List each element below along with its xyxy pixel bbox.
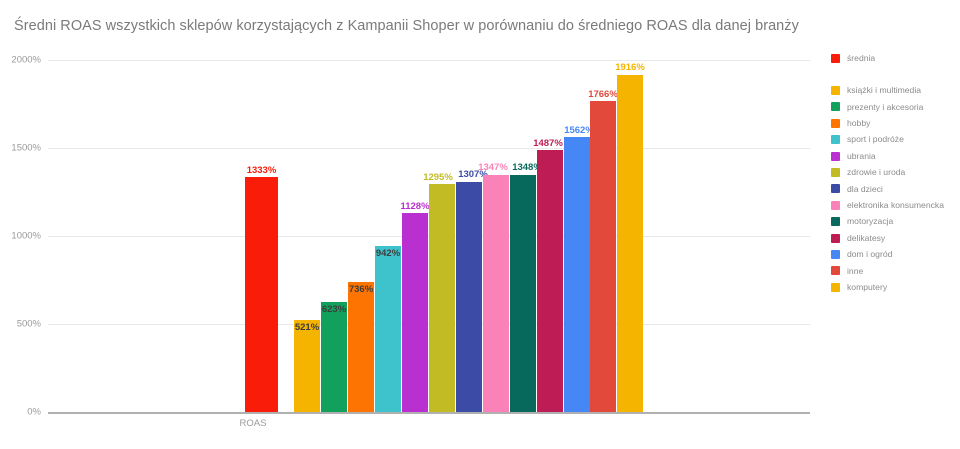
legend-item[interactable]: średnia	[831, 50, 956, 66]
legend-item-label: motoryzacja	[847, 216, 894, 227]
bar-value-label: 1347%	[478, 162, 508, 174]
bar-value-label: 1487%	[533, 137, 563, 149]
y-tick-label: 1000%	[11, 230, 41, 242]
legend-item-label: sport i podróże	[847, 134, 904, 145]
legend-item[interactable]: dla dzieci	[831, 181, 956, 197]
bar-dla-dzieci[interactable]: 1307%	[456, 170, 488, 412]
legend-item[interactable]: hobby	[831, 115, 956, 131]
bar-prezenty-i-akcesoria[interactable]: 623%	[321, 302, 347, 412]
bar-ubrania[interactable]: 1128%	[400, 202, 430, 412]
bar-value-label: 1348%	[512, 162, 542, 174]
legend-swatch-icon	[831, 200, 840, 210]
legend-swatch-icon	[831, 217, 840, 227]
legend-swatch-icon	[831, 53, 840, 63]
bar-value-label: 521%	[294, 322, 320, 334]
legend-swatch-icon	[831, 184, 840, 194]
y-tick-label: 0%	[27, 406, 41, 418]
bar-value-label: 1562%	[564, 124, 594, 136]
bar-value-label: 736%	[348, 284, 374, 296]
chart-legend: średnia książki i multimedia prezenty i ak…	[831, 50, 956, 295]
legend-item[interactable]: zdrowie i uroda	[831, 164, 956, 180]
legend-item-label: prezenty i akcesoria	[847, 101, 924, 112]
legend-item[interactable]: komputery	[831, 279, 956, 295]
bar-value-label: 623%	[321, 304, 347, 316]
plot-area: 0% 500% 1000% 1500% 2000% 1333% 521% 623% 736% 9…	[11, 55, 810, 418]
legend-swatch-icon	[831, 282, 840, 292]
bar-delikatesy[interactable]: 1487%	[533, 139, 563, 412]
legend-item-label: dom i ogród	[847, 249, 893, 260]
legend-swatch-icon	[831, 168, 840, 178]
x-axis-line	[48, 412, 810, 414]
bar-value-label: 1307%	[458, 169, 488, 181]
bar-zdrowie-i-uroda[interactable]: 1295%	[423, 173, 455, 412]
bar-value-label: 1916%	[615, 62, 645, 74]
x-axis-label: ROAS	[48, 418, 810, 429]
bar-value-label: 1295%	[423, 171, 453, 183]
legend-swatch-icon	[831, 135, 840, 145]
bar-książki-i-multimedia[interactable]: 521%	[294, 320, 320, 412]
legend-item-label: dla dzieci	[847, 183, 883, 194]
bar-średnia[interactable]: 1333%	[245, 166, 278, 412]
bar-dom-i-ogród[interactable]: 1562%	[564, 126, 594, 412]
legend-item[interactable]: motoryzacja	[831, 214, 956, 230]
bar-elektronika-konsumencka[interactable]: 1347%	[478, 163, 509, 412]
legend-swatch-icon	[831, 151, 840, 161]
bar-komputery[interactable]: 1916%	[615, 63, 645, 412]
gridline	[48, 148, 810, 149]
legend-item-label: zdrowie i uroda	[847, 167, 906, 178]
y-tick-label: 2000%	[11, 54, 41, 66]
y-tick-label: 500%	[16, 318, 41, 330]
bar-motoryzacja[interactable]: 1348%	[510, 163, 542, 412]
legend-item[interactable]: prezenty i akcesoria	[831, 99, 956, 115]
bar-sport-i-podróże[interactable]: 942%	[375, 246, 401, 412]
bar-value-label: 1333%	[246, 164, 277, 176]
bar-value-label: 1766%	[588, 88, 618, 100]
bar-series: 1333% 521% 623% 736% 942% 1128% 1295% 1307% 1347…	[48, 60, 810, 412]
legend-swatch-icon	[831, 118, 840, 128]
legend-item[interactable]: dom i ogród	[831, 246, 956, 262]
legend-swatch-icon	[831, 266, 840, 276]
legend-item-label: inne	[847, 265, 864, 276]
bar-inne[interactable]: 1766%	[588, 90, 618, 412]
y-tick-label: 1500%	[11, 142, 41, 154]
chart-title: Średni ROAS wszystkich sklepów korzystaj…	[14, 18, 799, 34]
legend-item[interactable]: inne	[831, 263, 956, 279]
legend-swatch-icon	[831, 102, 840, 112]
legend-item-label: elektronika konsumencka	[847, 200, 944, 211]
legend-item[interactable]: ubrania	[831, 148, 956, 164]
legend-swatch-icon	[831, 233, 840, 243]
gridline	[48, 60, 810, 61]
legend-item[interactable]: delikatesy	[831, 230, 956, 246]
legend-item-label: komputery	[847, 281, 888, 292]
legend-item-label: książki i multimedia	[847, 85, 922, 96]
legend-item[interactable]: elektronika konsumencka	[831, 197, 956, 213]
legend-item-label: delikatesy	[847, 232, 886, 243]
legend-item[interactable]: książki i multimedia	[831, 82, 956, 98]
bar-value-label: 1128%	[400, 200, 430, 212]
x-axis-label-text: ROAS	[239, 418, 267, 429]
bar-hobby[interactable]: 736%	[348, 282, 374, 412]
legend-swatch-icon	[831, 86, 840, 96]
legend-item-label: hobby	[847, 118, 871, 129]
legend-swatch-icon	[831, 249, 840, 259]
legend-item-label: ubrania	[847, 150, 876, 161]
bar-value-label: 942%	[375, 248, 401, 260]
legend-spacer	[831, 66, 956, 82]
legend-item[interactable]: sport i podróże	[831, 132, 956, 148]
legend-item-label: średnia	[847, 52, 876, 63]
